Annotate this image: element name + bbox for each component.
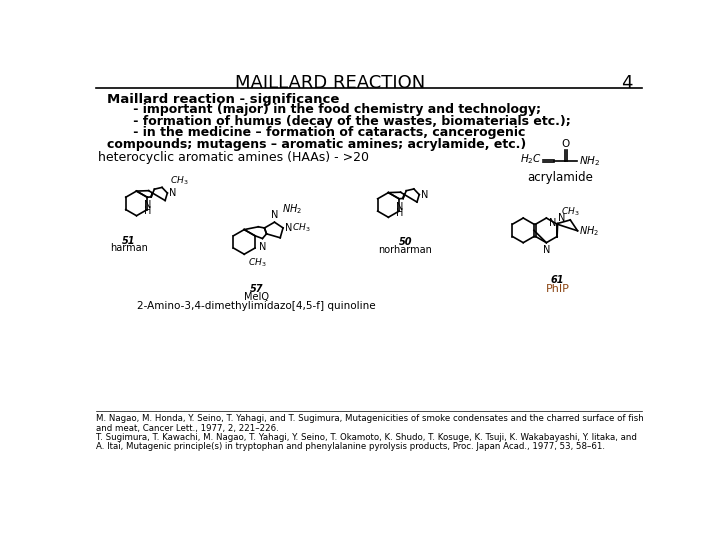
Text: compounds; mutagens – aromatic amines; acrylamide, etc.): compounds; mutagens – aromatic amines; a… (107, 138, 526, 151)
Text: N: N (549, 219, 556, 228)
Text: O: O (562, 139, 570, 148)
Text: acrylamide: acrylamide (528, 171, 593, 184)
Text: N: N (258, 241, 266, 252)
Text: $CH_3$: $CH_3$ (292, 221, 311, 234)
Text: $CH_3$: $CH_3$ (248, 256, 266, 269)
Text: N: N (543, 245, 550, 255)
Text: PhIP: PhIP (545, 284, 570, 294)
Text: 4: 4 (621, 74, 632, 92)
Text: norharman: norharman (379, 245, 433, 255)
Text: heterocyclic aromatic amines (HAAs) - >20: heterocyclic aromatic amines (HAAs) - >2… (98, 151, 369, 164)
Text: MAILLARD REACTION: MAILLARD REACTION (235, 74, 426, 92)
Text: 50: 50 (399, 237, 412, 247)
Text: $H_2C$: $H_2C$ (520, 152, 542, 166)
Text: N: N (271, 210, 278, 220)
Text: $NH_2$: $NH_2$ (579, 154, 600, 168)
Text: $NH_2$: $NH_2$ (282, 202, 302, 216)
Text: H: H (395, 208, 403, 218)
Text: N: N (169, 188, 176, 198)
Text: T. Sugimura, T. Kawachi, M. Nagao, T. Yahagi, Y. Seino, T. Okamoto, K. Shudo, T.: T. Sugimura, T. Kawachi, M. Nagao, T. Ya… (96, 433, 637, 442)
Text: M. Nagao, M. Honda, Y. Seino, T. Yahagi, and T. Sugimura, Mutagenicities of smok: M. Nagao, M. Honda, Y. Seino, T. Yahagi,… (96, 414, 644, 423)
Text: 2-Amino-3,4-dimethylimidazo[4,5-f] quinoline: 2-Amino-3,4-dimethylimidazo[4,5-f] quino… (138, 301, 376, 311)
Text: N: N (420, 190, 428, 200)
Text: - formation of humus (decay of the wastes, biomaterials etc.);: - formation of humus (decay of the waste… (107, 115, 571, 128)
Text: N: N (395, 202, 403, 212)
Text: N: N (144, 200, 151, 210)
Text: - in the medicine – formation of cataracts, cancerogenic: - in the medicine – formation of catarac… (107, 126, 526, 139)
Text: $CH_3$: $CH_3$ (170, 174, 188, 187)
Text: N: N (284, 223, 292, 233)
Text: H: H (144, 206, 151, 217)
Text: and meat, Cancer Lett., 1977, 2, 221–226.: and meat, Cancer Lett., 1977, 2, 221–226… (96, 423, 279, 433)
Text: $CH_3$: $CH_3$ (561, 205, 580, 218)
Text: Maillard reaction - significance: Maillard reaction - significance (107, 92, 339, 105)
Text: MeIQ: MeIQ (244, 292, 269, 302)
Text: - important (major) in the food chemistry and technology;: - important (major) in the food chemistr… (107, 103, 541, 116)
Text: harman: harman (110, 244, 148, 253)
Text: 51: 51 (122, 236, 135, 246)
Text: A. Itai, Mutagenic principle(s) in tryptophan and phenylalanine pyrolysis produc: A. Itai, Mutagenic principle(s) in trypt… (96, 442, 606, 451)
Text: 61: 61 (551, 275, 564, 285)
Text: $NH_2$: $NH_2$ (579, 224, 599, 238)
Text: 57: 57 (250, 284, 264, 294)
Text: N: N (558, 213, 565, 224)
